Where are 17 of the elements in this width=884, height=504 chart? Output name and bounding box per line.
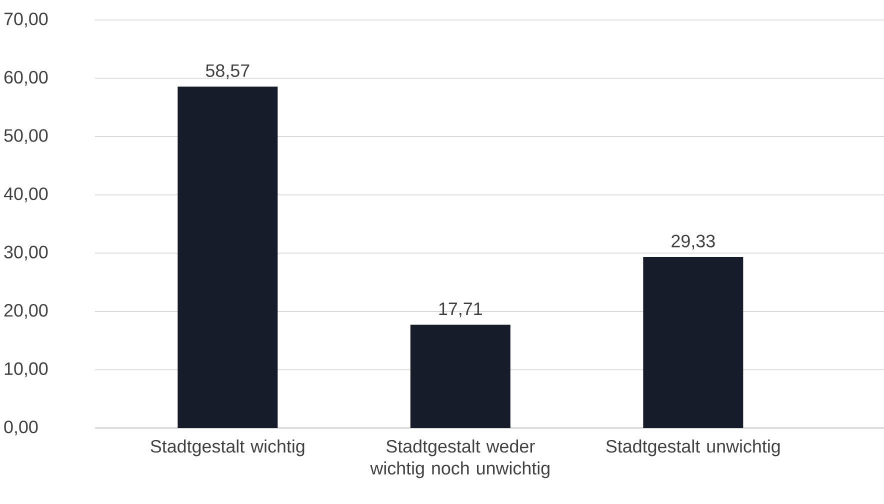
x-tick-label: Stadtgestalt unwichtig	[606, 440, 780, 456]
data-label: 29,33	[672, 234, 715, 250]
y-tick-label: 10,00	[4, 362, 48, 378]
x-tick-label: Stadtgestalt wichtig	[150, 440, 304, 456]
y-tick-label: 40,00	[4, 187, 48, 202]
y-tick-label: 20,00	[4, 304, 48, 319]
bar	[178, 86, 278, 428]
y-tick-label: 70,00	[4, 12, 48, 28]
y-tick-label: 60,00	[4, 70, 48, 86]
y-tick-label: 50,00	[4, 129, 48, 144]
data-label: 17,71	[439, 302, 482, 318]
data-label: 58,57	[206, 64, 250, 80]
x-tick-label: Stadtgestalt weder wichtig noch unwichtig	[370, 440, 550, 478]
y-tick-label: 30,00	[4, 246, 48, 261]
bar	[410, 324, 510, 428]
y-tick-label: 0,00	[4, 420, 38, 436]
bar	[643, 257, 744, 428]
